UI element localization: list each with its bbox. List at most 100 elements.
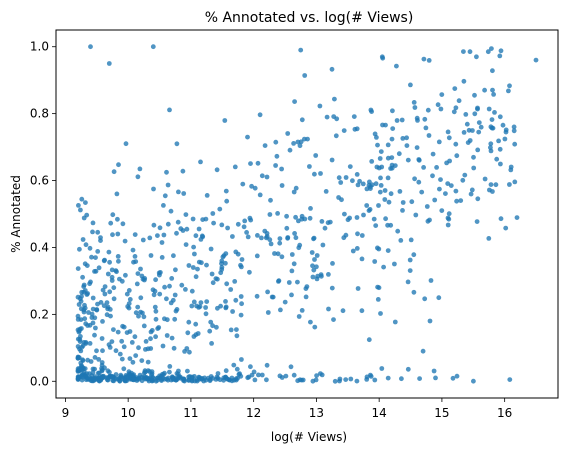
data-point (498, 48, 504, 54)
data-point (430, 173, 435, 179)
data-point (90, 306, 96, 312)
data-point (148, 346, 154, 351)
data-point (274, 153, 280, 159)
data-point (119, 338, 125, 344)
data-point (164, 296, 169, 302)
data-point (138, 295, 144, 301)
data-point (488, 145, 493, 151)
data-point (157, 291, 163, 297)
x-tick-label: 9 (62, 406, 70, 420)
data-point (498, 216, 504, 222)
data-point (95, 249, 101, 254)
data-point (172, 292, 178, 298)
data-point (134, 281, 140, 287)
data-point (99, 336, 105, 341)
data-point (193, 321, 199, 327)
data-point (135, 304, 141, 310)
data-point (239, 357, 244, 362)
data-point (96, 265, 102, 271)
data-point (90, 220, 96, 226)
data-point (371, 216, 377, 222)
data-point (80, 237, 86, 242)
data-point (461, 78, 467, 84)
data-point (121, 344, 127, 350)
data-point (174, 230, 179, 236)
data-point (419, 189, 425, 195)
data-point (192, 251, 197, 257)
data-point (423, 125, 429, 131)
data-point (92, 332, 97, 338)
data-point (299, 377, 304, 383)
data-point (454, 198, 459, 204)
data-point (248, 217, 254, 223)
data-point (140, 237, 146, 243)
data-point (107, 345, 113, 350)
data-point (90, 370, 96, 376)
data-point (311, 235, 317, 241)
data-point (375, 284, 380, 290)
data-point (372, 259, 378, 264)
data-point (476, 120, 482, 125)
data-point (185, 368, 190, 374)
data-point (511, 128, 517, 134)
data-point (369, 159, 375, 164)
data-point (152, 304, 158, 310)
data-point (183, 212, 189, 218)
data-point (161, 203, 166, 208)
data-point (150, 287, 156, 293)
data-point (92, 366, 97, 372)
data-point (143, 347, 148, 352)
data-point (336, 195, 341, 200)
data-point (83, 377, 89, 383)
data-point (132, 254, 138, 259)
data-point (354, 126, 360, 132)
data-point (453, 141, 459, 147)
data-point (190, 216, 196, 222)
data-point (336, 175, 342, 181)
data-point (408, 82, 413, 88)
data-point (310, 274, 316, 280)
data-point (160, 343, 166, 349)
data-point (454, 153, 460, 159)
data-point (245, 134, 250, 140)
data-point (82, 261, 88, 267)
data-point (238, 373, 244, 379)
data-point (235, 221, 241, 227)
data-point (100, 287, 106, 293)
data-point (476, 129, 482, 135)
data-point (389, 136, 395, 142)
data-point (190, 265, 196, 270)
data-point (239, 257, 245, 262)
data-point (293, 214, 298, 220)
data-point (332, 96, 337, 102)
data-point (289, 292, 294, 298)
data-point (167, 369, 172, 375)
data-point (267, 237, 273, 243)
data-point (354, 246, 360, 251)
data-point (296, 314, 302, 319)
data-point (454, 373, 460, 379)
data-point (451, 109, 457, 115)
data-point (181, 191, 187, 196)
data-point (359, 256, 365, 262)
data-point (472, 111, 478, 117)
data-point (264, 362, 270, 368)
data-point (323, 189, 329, 194)
data-point (136, 313, 141, 319)
data-point (117, 276, 122, 282)
data-point (126, 301, 132, 306)
data-point (407, 257, 413, 263)
data-point (465, 140, 471, 146)
data-point (191, 244, 197, 250)
data-point (329, 66, 335, 72)
data-point (298, 47, 304, 53)
data-point (159, 255, 165, 260)
data-point (309, 250, 315, 255)
data-point (104, 312, 110, 318)
data-point (80, 357, 85, 363)
data-point (148, 253, 154, 258)
data-point (154, 377, 160, 383)
data-point (331, 317, 336, 322)
data-point (194, 378, 200, 384)
data-point (223, 304, 229, 310)
